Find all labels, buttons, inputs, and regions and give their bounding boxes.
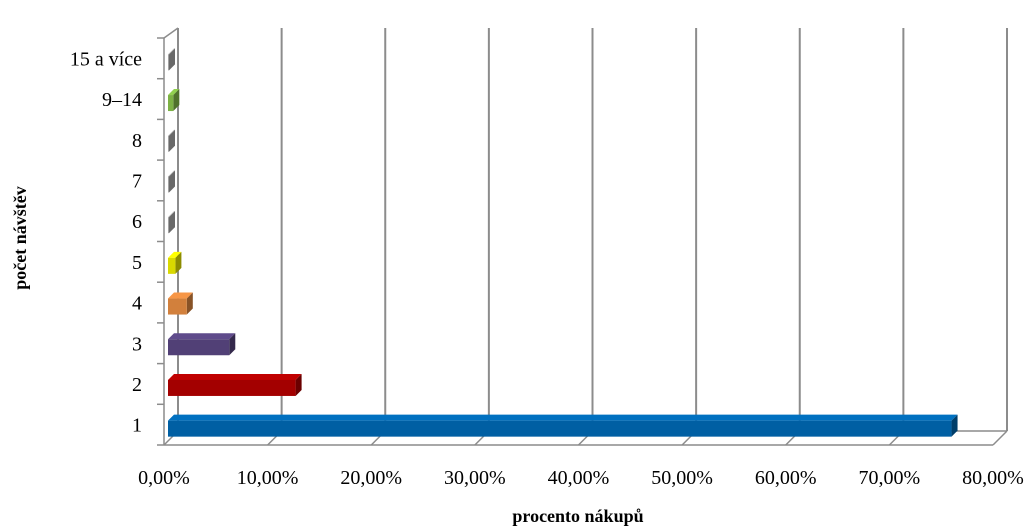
x-tick-label: 60,00% xyxy=(755,467,817,489)
bar xyxy=(168,292,193,315)
x-tick-label: 0,00% xyxy=(138,467,190,489)
bar xyxy=(168,170,175,193)
bar xyxy=(168,414,958,437)
x-tick-label: 80,00% xyxy=(962,467,1024,489)
y-tick-label: 3 xyxy=(132,333,142,355)
y-tick-label: 6 xyxy=(132,211,142,233)
y-axis-title: počet návštěv xyxy=(10,186,30,289)
y-tick-label: 8 xyxy=(132,130,142,152)
bar xyxy=(168,211,175,234)
y-tick-label: 9–14 xyxy=(102,89,142,111)
y-tick-labels: 1 2 3 4 5 6 7 8 9–14 15 a více xyxy=(70,48,142,436)
bar xyxy=(168,48,175,71)
gridlines xyxy=(163,28,1008,446)
bar xyxy=(168,129,175,152)
x-tick-label: 50,00% xyxy=(651,467,713,489)
y-axis-top xyxy=(163,27,179,39)
y-tick-label: 4 xyxy=(132,293,142,315)
x-axis-title: procento nákupů xyxy=(512,506,643,526)
y-tick-label: 1 xyxy=(132,415,142,437)
x-tick-label: 10,00% xyxy=(237,467,299,489)
floor-gridline xyxy=(992,430,1008,446)
bar xyxy=(168,333,236,356)
y-tick-label: 2 xyxy=(132,374,142,396)
x-tick-label: 40,00% xyxy=(548,467,610,489)
x-tick-label: 20,00% xyxy=(340,467,402,489)
bars xyxy=(168,48,958,437)
bar xyxy=(168,89,180,112)
bar xyxy=(168,251,182,274)
y-tick-label: 7 xyxy=(132,170,142,192)
y-tick-label: 5 xyxy=(132,252,142,274)
x-tick-labels: 0,00% 10,00% 20,00% 30,00% 40,00% 50,00% 60,00… xyxy=(138,467,1024,489)
x-tick-label: 30,00% xyxy=(444,467,506,489)
bar xyxy=(168,373,302,396)
y-tick-label: 15 a více xyxy=(70,48,142,70)
x-tick-label: 70,00% xyxy=(859,467,921,489)
